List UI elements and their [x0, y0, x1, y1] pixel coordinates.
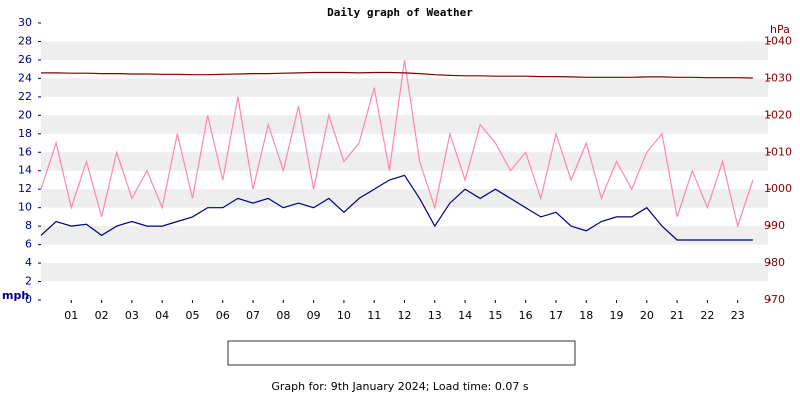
x-tick-label: 20: [640, 309, 654, 322]
y2-tick-label: 1000: [764, 182, 792, 195]
grid-band: [41, 78, 768, 97]
x-tick-label: 07: [246, 309, 260, 322]
y-tick-label: 16: [18, 145, 32, 158]
y-tick-label: 2: [25, 275, 32, 288]
x-tick-label: 21: [670, 309, 684, 322]
x-tick-label: 05: [185, 309, 199, 322]
y-tick-label: 28: [18, 34, 32, 47]
y2-tick-label: 980: [764, 256, 785, 269]
y2-axis-label: hPa: [770, 23, 790, 36]
x-tick-label: 06: [216, 309, 230, 322]
x-tick-label: 18: [579, 309, 593, 322]
grid-band: [41, 41, 768, 60]
grid-band: [41, 263, 768, 282]
y-tick-label: 22: [18, 90, 32, 103]
x-tick-label: 02: [95, 309, 109, 322]
x-tick-label: 17: [549, 309, 563, 322]
y2-tick-label: 1010: [764, 145, 792, 158]
y-tick-label: 30: [18, 16, 32, 29]
series-line: [40, 174, 753, 241]
x-tick-label: 22: [700, 309, 714, 322]
y-tick-label: 8: [25, 219, 32, 232]
y-axis-label: mph: [2, 289, 29, 302]
x-tick-label: 03: [125, 309, 139, 322]
series-line: [40, 59, 754, 229]
grid-band: [41, 226, 768, 245]
x-tick-label: 08: [276, 309, 290, 322]
y-tick-label: 26: [18, 53, 32, 66]
x-tick-label: 15: [488, 309, 502, 322]
footer: Graph for: 9th January 2024; Load time: …: [271, 380, 528, 393]
x-tick-label: 16: [519, 309, 533, 322]
x-tick-label: 10: [337, 309, 351, 322]
x-tick-label: 13: [428, 309, 442, 322]
grid-band: [41, 189, 768, 208]
legend-box: [227, 340, 576, 366]
series-line: [41, 71, 753, 79]
x-tick-label: 01: [64, 309, 78, 322]
y-tick-label: 14: [18, 164, 32, 177]
x-tick-label: 04: [155, 309, 169, 322]
y-tick-label: 10: [18, 201, 32, 214]
x-tick-label: 14: [458, 309, 472, 322]
y2-tick-label: 1020: [764, 108, 792, 121]
x-tick-label: 12: [398, 309, 412, 322]
grid-band: [41, 152, 768, 171]
x-tick-label: 19: [610, 309, 624, 322]
x-tick-label: 23: [731, 309, 745, 322]
grid-band: [41, 115, 768, 134]
y-tick-label: 0: [25, 293, 32, 306]
x-tick-label: 09: [307, 309, 321, 322]
chart-title: Daily graph of Weather: [327, 6, 473, 19]
y-tick-label: 6: [25, 238, 32, 251]
y2-tick-label: 1030: [764, 71, 792, 84]
y-tick-label: 24: [18, 71, 32, 84]
y-tick-label: 4: [25, 256, 32, 269]
y-tick-label: 12: [18, 182, 32, 195]
y-tick-label: 20: [18, 108, 32, 121]
y2-tick-label: 1040: [764, 34, 792, 47]
y-tick-label: 18: [18, 127, 32, 140]
x-tick-label: 11: [367, 309, 381, 322]
y2-tick-label: 990: [764, 219, 785, 232]
y2-tick-label: 970: [764, 293, 785, 306]
